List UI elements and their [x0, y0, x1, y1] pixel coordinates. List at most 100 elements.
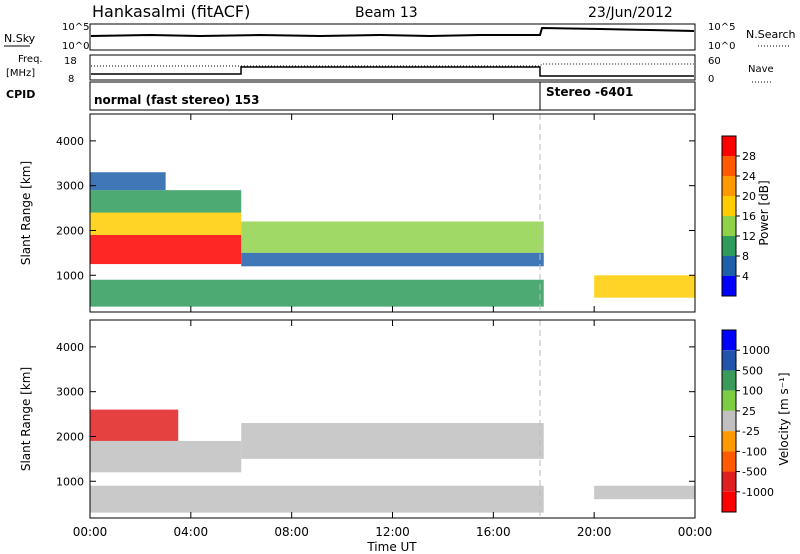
- power-colorbar-tick-label: 4: [742, 270, 749, 283]
- time-tick-label: 00:00: [73, 525, 108, 539]
- time-tick-label: 08:00: [274, 525, 309, 539]
- frequency-trace: [91, 66, 694, 77]
- freq-tick-high: 18: [64, 56, 77, 67]
- power-y-ticks: 1000 2000 3000 4000: [56, 135, 695, 282]
- noise-tick-low-left: 10^0: [62, 41, 89, 52]
- velocity-colorbar-swatch-6: [722, 451, 736, 472]
- power-band-6: [90, 279, 544, 307]
- power-colorbar-swatch-5: [722, 236, 736, 256]
- freq-label-line2: [MHz]: [6, 68, 35, 79]
- power-band-2: [90, 190, 242, 213]
- beam-title: Beam 13: [355, 5, 418, 21]
- power-colorbar-tick-label: 8: [742, 250, 749, 263]
- velocity-colorbar-swatch-2: [722, 370, 736, 391]
- power-band-7: [594, 275, 695, 298]
- power-colorbar-swatch-4: [722, 216, 736, 236]
- cpid-panel: CPID normal (fast stereo) 153 Stereo -64…: [6, 81, 696, 111]
- time-tick-label: 04:00: [174, 525, 209, 539]
- velocity-colorbar-tick-label: 1000: [742, 344, 770, 357]
- power-heatmap: [90, 172, 695, 307]
- power-colorbar-tick-label: 16: [742, 210, 756, 223]
- velocity-colorbar-swatch-5: [722, 431, 736, 452]
- velocity-colorbar-tick-label: -500: [742, 466, 767, 479]
- cpid-segment-1: normal (fast stereo) 153: [94, 93, 260, 107]
- noise-tick-low-right: 10^0: [708, 41, 735, 52]
- velocity-colorbar-frame: [721, 329, 737, 513]
- station-title: Hankasalmi (fitACF): [92, 2, 250, 21]
- velocity-colorbar: 1000 500 100 25 -25 -100 -500 -1000: [721, 329, 774, 513]
- nave-tick-low: 0: [708, 74, 714, 85]
- power-colorbar-swatch-7: [722, 276, 736, 296]
- velocity-colorbar-tick-label: 100: [742, 385, 763, 398]
- power-band-3: [90, 172, 166, 191]
- velocity-colorbar-swatch-7: [722, 471, 736, 492]
- cpid-segment-2: Stereo -6401: [546, 85, 633, 99]
- nave-tick-high: 60: [708, 56, 721, 67]
- power-colorbar-label: Power [dB]: [757, 180, 771, 245]
- time-tick-label: 16:00: [476, 525, 511, 539]
- nsearch-label: N.Search: [746, 28, 796, 41]
- velocity-colorbar-tick-label: -100: [742, 445, 767, 458]
- velocity-ytick-label: 2000: [56, 430, 84, 443]
- velocity-band-2: [241, 423, 544, 459]
- date-title: 23/Jun/2012: [588, 5, 673, 21]
- time-tick-label: 12:00: [375, 525, 410, 539]
- freq-tick-low: 8: [68, 74, 74, 85]
- velocity-colorbar-swatch-4: [722, 410, 736, 432]
- power-colorbar-tick-label: 20: [742, 190, 756, 203]
- power-band-5: [241, 252, 544, 267]
- velocity-ytick-label: 4000: [56, 341, 84, 354]
- power-panel: 1000 2000 3000 4000 Slant Range [km] 28 24 20…: [19, 113, 771, 313]
- velocity-y-ticks: 1000 2000 3000 4000: [56, 341, 695, 488]
- velocity-ytick-label: 1000: [56, 475, 84, 488]
- freq-label-line1: Freq.: [18, 54, 43, 65]
- time-tick-label: 20:00: [577, 525, 612, 539]
- power-band-0: [90, 234, 242, 265]
- velocity-colorbar-swatch-3: [722, 390, 736, 411]
- power-colorbar-swatch-6: [722, 256, 736, 276]
- power-colorbar-swatch-0: [722, 136, 736, 156]
- velocity-colorbar-swatch-1: [722, 350, 736, 371]
- noise-panel: N.Sky 10^5 10^0 10^5 10^0 N.Search: [4, 22, 796, 52]
- power-band-1: [90, 212, 242, 235]
- noise-tick-high-right: 10^5: [708, 22, 735, 33]
- velocity-band-3: [90, 485, 544, 513]
- velocity-colorbar-tick-label: 25: [742, 405, 756, 418]
- power-ytick-label: 1000: [56, 269, 84, 282]
- power-colorbar: 28 24 20 16 12 8 4: [721, 135, 756, 297]
- power-colorbar-tick-label: 12: [742, 230, 756, 243]
- velocity-colorbar-label: Velocity [m s⁻¹]: [777, 372, 791, 465]
- power-colorbar-swatch-3: [722, 196, 736, 216]
- power-colorbar-swatch-1: [722, 156, 736, 176]
- velocity-colorbar-swatch-8: [722, 491, 736, 512]
- power-ytick-label: 3000: [56, 180, 84, 193]
- nsky-trace: [90, 26, 695, 38]
- nsky-label: N.Sky: [4, 32, 36, 45]
- nave-label: Nave: [748, 64, 774, 75]
- power-ytick-label: 2000: [56, 224, 84, 237]
- nave-trace: [91, 63, 694, 67]
- velocity-heatmap: [90, 409, 695, 513]
- velocity-colorbar-tick-label: 500: [742, 364, 763, 377]
- velocity-colorbar-tick-label: -25: [742, 425, 760, 438]
- power-colorbar-swatch-2: [722, 176, 736, 196]
- noise-tick-high-left: 10^5: [62, 22, 89, 33]
- power-ytick-label: 4000: [56, 135, 84, 148]
- velocity-colorbar-tick-label: -1000: [742, 486, 774, 499]
- power-band-4: [241, 221, 544, 253]
- velocity-panel: 1000 2000 3000 4000 Slant Range [km] 1000 50…: [19, 319, 791, 519]
- cpid-label: CPID: [6, 88, 35, 101]
- velocity-band-0: [90, 409, 179, 441]
- time-tick-label: 00:00: [678, 525, 713, 539]
- power-colorbar-tick-label: 28: [742, 150, 756, 163]
- velocity-band-1: [90, 440, 242, 473]
- velocity-ytick-label: 3000: [56, 386, 84, 399]
- velocity-band-4: [594, 485, 695, 500]
- frequency-panel: Freq. [MHz] 18 8 60 0 Nave: [6, 54, 774, 85]
- velocity-y-label: Slant Range [km]: [19, 367, 33, 471]
- power-y-label: Slant Range [km]: [19, 161, 33, 265]
- time-axis-label: Time UT: [366, 540, 417, 554]
- velocity-colorbar-swatch-0: [722, 330, 736, 351]
- power-colorbar-tick-label: 24: [742, 170, 756, 183]
